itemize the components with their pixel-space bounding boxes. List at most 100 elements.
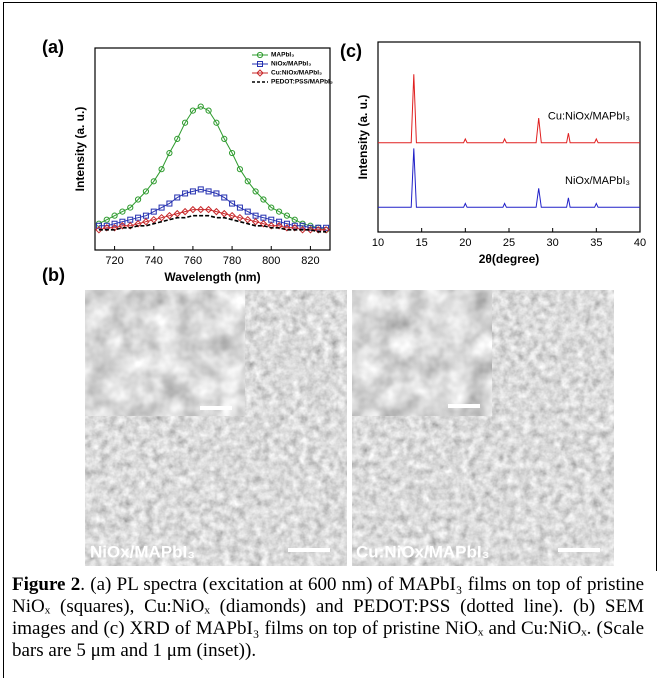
marker [142,218,150,226]
x-tick-label: 800 [262,255,280,267]
marker [322,226,330,234]
x-tick-label: 15 [416,237,428,249]
y-axis-label: Intensity (a. u.) [73,107,87,192]
sem-panel: Cu:NiOx/MAPbI₃ [351,289,614,566]
marker [291,216,298,223]
marker [205,188,212,195]
marker [275,208,283,215]
marker [174,135,181,142]
marker [103,224,111,232]
marker [158,204,165,211]
marker [95,226,103,234]
figure: NiOx/MAPbI₃ Cu:NiOx/MAPbI₃ (a) (b) (c) 7… [42,37,646,566]
marker [111,220,118,227]
x-tick-label: 760 [184,255,202,267]
scale-bar [558,548,600,552]
marker [150,215,158,224]
marker [306,226,315,234]
series-line [98,209,327,231]
marker [174,194,181,201]
marker [244,208,251,215]
marker [260,196,267,203]
marker [204,205,213,214]
series-line [98,106,327,231]
marker [291,224,299,232]
panel-label: (c) [340,41,362,61]
x-tick-label: 10 [372,237,384,249]
marker [252,188,259,195]
scale-bar [448,404,480,408]
series-label: NiOx/MAPbI₃ [565,175,630,187]
series-line [378,148,640,208]
marker [213,119,220,126]
marker [119,208,126,215]
scale-bar [288,548,330,552]
marker [181,207,189,216]
marker [134,196,142,203]
marker [283,212,291,219]
marker [298,226,307,234]
figure-frame [3,2,657,571]
sem-inset [84,289,246,417]
marker [221,194,228,201]
frame-line [3,570,4,678]
marker [205,107,212,114]
legend-label: MAPbI₃ [271,52,294,59]
series-line [98,188,327,229]
sem-label: NiOx/MAPbI₃ [90,542,195,561]
marker [189,107,197,114]
marker [236,166,244,173]
x-tick-label: 30 [547,237,559,249]
chart: 10 15 20 25 30 35 40 2θ(degree) Intensity (a. u.… [356,41,646,266]
scale-bar [200,406,232,410]
marker [283,220,290,227]
marker [173,209,181,218]
marker [236,213,244,222]
marker [118,222,127,230]
x-axis-label: 2θ(degree) [479,252,540,266]
x-tick-label: 40 [634,237,646,249]
marker [229,200,236,207]
legend-label: PEDOT:PSS/MAPbI₃ [271,79,333,86]
x-tick-label: 35 [590,237,602,249]
marker [158,166,165,173]
panel-label: (a) [42,37,64,57]
marker [119,218,126,225]
marker [166,149,173,157]
marker [197,186,204,193]
marker [212,207,221,216]
x-tick-label: 740 [145,255,163,267]
marker [228,149,236,157]
marker [127,204,134,211]
marker [213,190,220,197]
marker [267,222,275,230]
legend-label: Cu:NiOx/MAPbI₃ [271,70,322,77]
marker [157,213,166,222]
x-tick-label: 25 [503,237,515,249]
x-tick-label: 20 [459,237,471,249]
marker [150,208,157,215]
x-tick-label: 720 [105,255,123,267]
caption: Figure 2. (a) PL spectra (excitation at … [12,574,644,662]
marker [221,135,228,142]
marker [189,205,197,214]
marker [228,211,236,220]
marker [251,218,260,226]
series-label: Cu:NiOx/MAPbI₃ [548,111,630,123]
series-line [98,214,327,233]
sem-label: Cu:NiOx/MAPbI₃ [356,542,489,561]
marker [134,220,142,228]
marker [275,222,283,230]
marker [150,178,157,185]
marker [142,188,150,195]
marker [166,200,173,207]
marker [181,119,189,126]
marker [126,222,134,230]
legend-marker [256,51,264,59]
marker [182,190,189,197]
plot-area [94,47,331,251]
marker [236,204,243,211]
marker [244,215,252,224]
marker [197,205,205,214]
